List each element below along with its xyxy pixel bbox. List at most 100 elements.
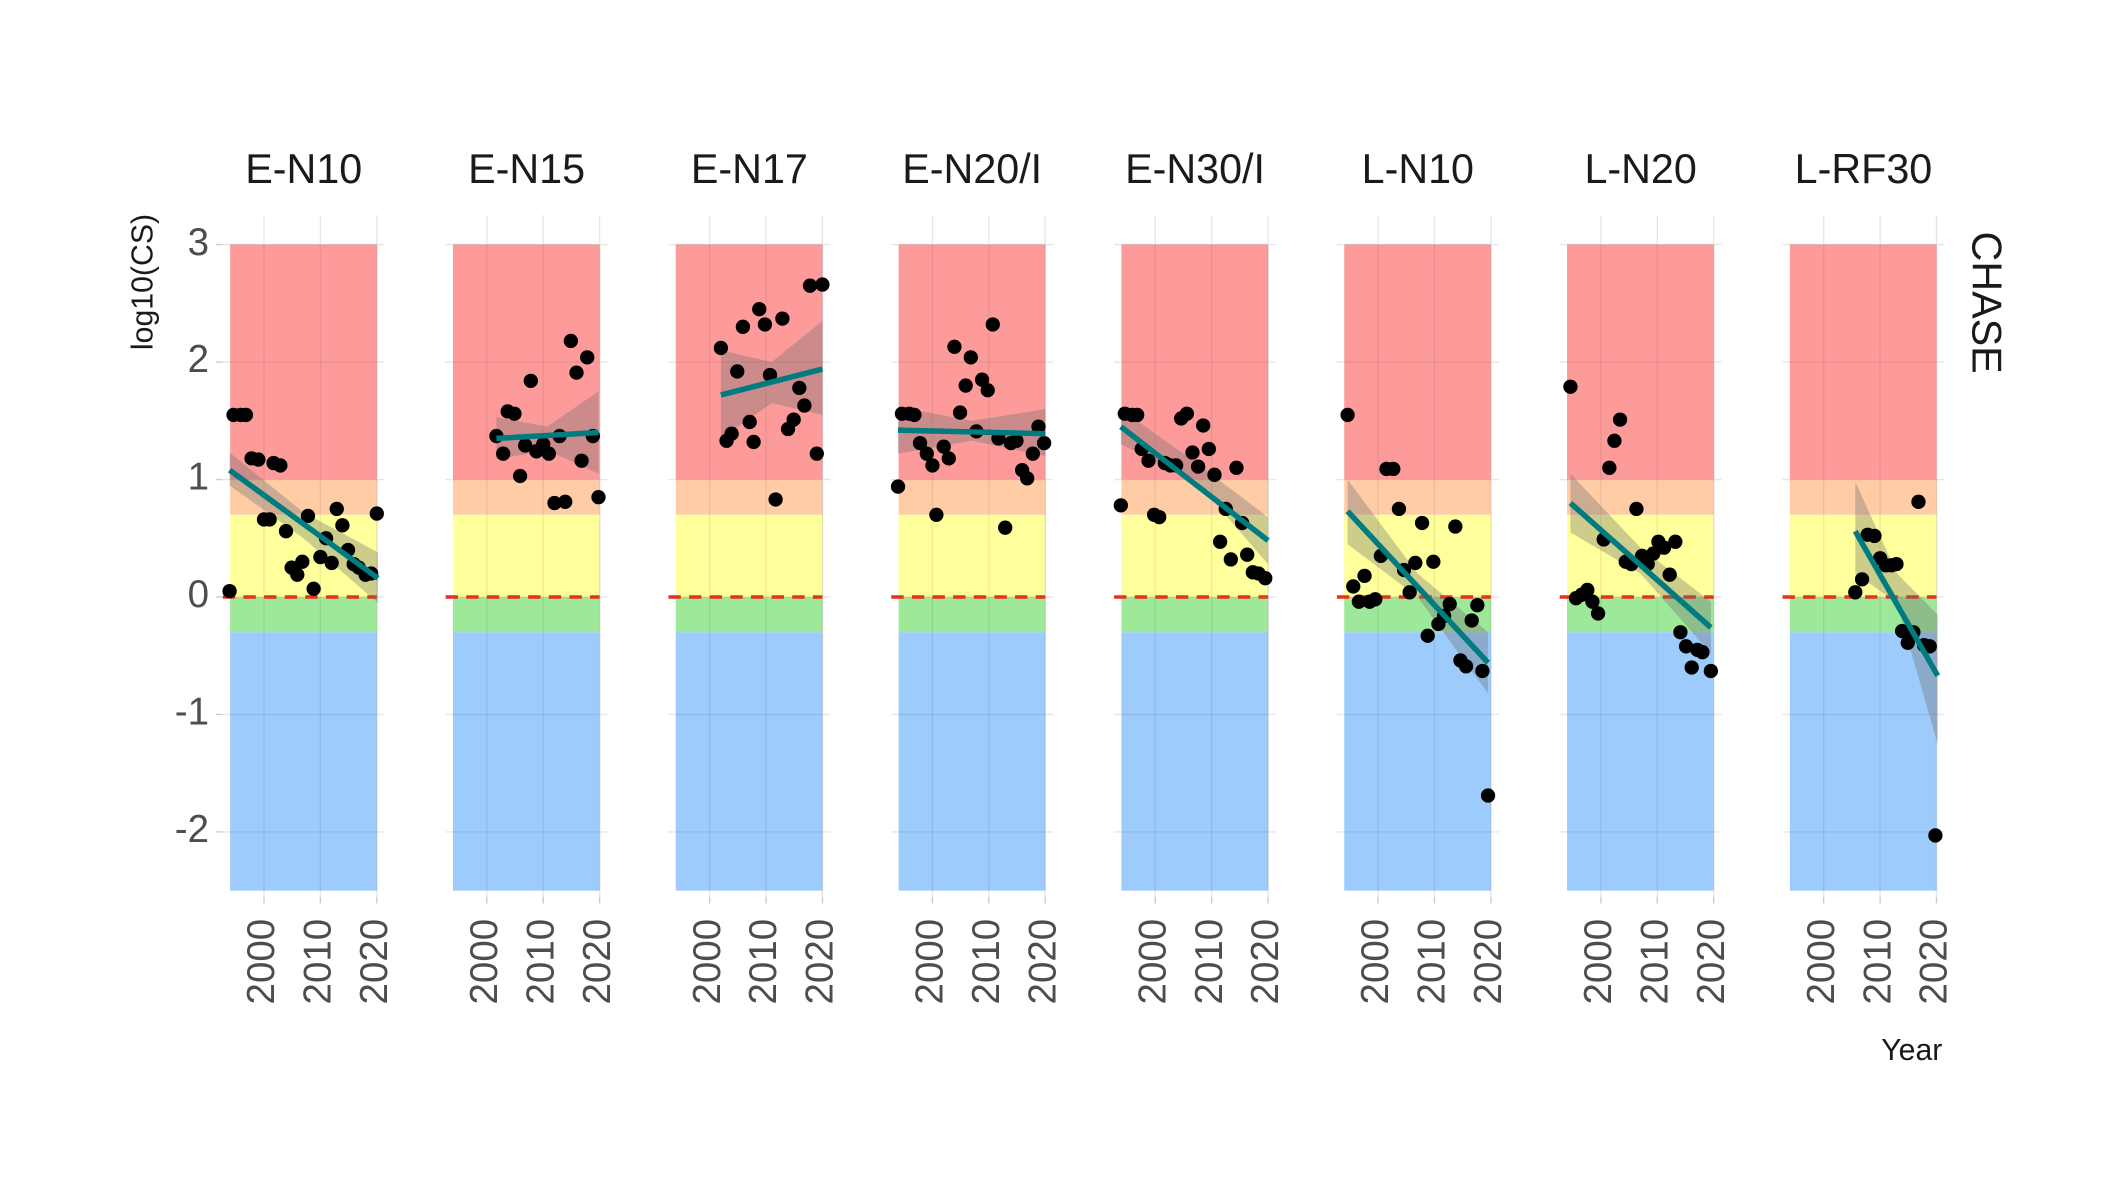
row-strip-label: CHASE [1963,232,2009,374]
data-point [713,340,729,356]
x-tick-label: 2000 [463,919,506,1005]
x-tick-label: 2000 [240,919,283,1005]
x-tick-label: 2010 [1633,919,1676,1005]
data-point [730,364,745,379]
x-tick-label: 2000 [1577,919,1620,1005]
trend-line [897,427,1046,437]
data-point [1020,471,1035,486]
zone-band [675,479,823,515]
trend-line [1568,500,1713,630]
data-point [222,583,237,599]
data-point [1900,635,1915,650]
panel-title: L-N20 [1584,146,1696,192]
x-tick-label: 2010 [519,919,562,1005]
data-point [1590,606,1606,621]
data-point [329,501,344,517]
zone-band [452,514,600,597]
trend-line [1345,509,1491,665]
x-tick-label: 2010 [1411,919,1454,1005]
data-point [1612,412,1628,427]
x-tick-label: 2010 [297,919,340,1005]
x-tick-label: 2000 [1131,919,1174,1005]
data-point [273,458,288,473]
y-tick-label: -1 [175,691,209,734]
data-point [1480,788,1496,803]
data-point [1207,467,1222,482]
data-point [1201,441,1216,457]
data-point [1678,639,1694,654]
zone-band [1789,632,1937,891]
trend-line [1852,529,1941,678]
x-tick-label: 2020 [1467,919,1510,1005]
zone-band [230,244,377,480]
zone-band [1121,244,1269,480]
x-tick-label: 2020 [799,919,842,1005]
zone-band [1567,244,1714,480]
data-point [1402,585,1417,600]
zone-band [452,632,600,891]
data-point [746,434,761,450]
data-point [1152,509,1167,525]
data-point [797,398,812,413]
zone-band [675,596,823,633]
zone-band [1344,632,1491,891]
data-point [1629,501,1644,517]
zone-band [1567,632,1714,891]
data-point [251,452,266,467]
data-point [1928,828,1943,843]
data-point [775,311,790,326]
data-point [1703,663,1719,679]
y-tick-label: 2 [188,338,209,381]
data-point [1223,552,1238,567]
y-tick-label: 0 [188,573,209,616]
data-point [1607,433,1622,448]
data-point [1867,528,1882,544]
data-point [1448,519,1463,534]
zone-band [898,514,1046,597]
data-point [238,407,254,423]
data-point [295,554,310,569]
data-point [1357,568,1372,583]
data-point [1475,663,1490,679]
confidence-ribbon [1120,409,1269,565]
zone-band [230,632,377,891]
zone-band [1344,244,1491,480]
data-point [335,518,350,533]
data-point [985,317,1000,332]
data-point [591,489,606,505]
y-tick-label: 3 [188,221,209,264]
data-point [1386,461,1401,477]
zone-band [230,596,377,633]
data-point [1179,406,1194,421]
data-point [1646,546,1661,561]
panel-title: L-RF30 [1795,146,1933,192]
data-point [1414,515,1430,531]
data-point [752,302,767,317]
y-axis-title: log10(CS) [126,214,159,350]
data-point [313,549,328,565]
data-point [1185,445,1200,460]
data-point [1025,446,1040,461]
data-point [952,405,968,420]
x-tick-label: 2010 [742,919,785,1005]
panel-title: E-N17 [691,146,808,192]
zone-band [1121,596,1269,633]
data-point [925,458,940,473]
data-point [1258,571,1273,586]
data-point [547,495,562,511]
data-point [809,446,824,461]
data-point [792,380,807,396]
data-point [762,367,778,383]
zone-band [452,479,600,515]
data-point [1854,572,1870,587]
data-point [890,479,906,494]
data-point [1458,659,1474,674]
zone-band [898,632,1046,891]
data-point [998,520,1013,535]
data-point [980,383,995,398]
x-tick-label: 2010 [1188,919,1231,1005]
data-point [1442,596,1457,612]
data-point [757,317,773,332]
data-point [1113,498,1128,513]
data-point [512,468,528,484]
